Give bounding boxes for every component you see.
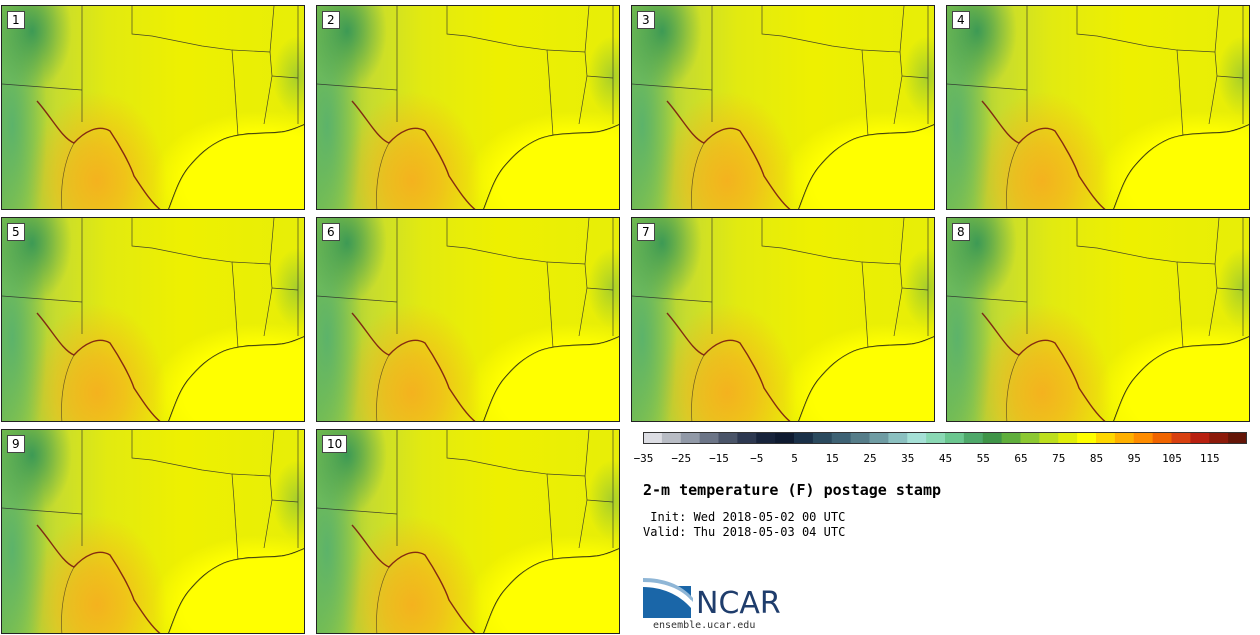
ncar-logo-icon [643, 578, 693, 618]
colorbar-swatch [1152, 432, 1173, 444]
colorbar-swatch [1171, 432, 1191, 444]
temperature-map [632, 6, 934, 209]
colorbar-swatch [680, 432, 701, 444]
ncar-logo-text: NCAR [696, 586, 781, 621]
ensemble-url: ensemble.ucar.edu [653, 620, 756, 631]
colorbar-swatch [831, 432, 852, 444]
map-panel: 8 [946, 217, 1250, 422]
colorbar-swatch [1209, 432, 1229, 444]
map-panel: 4 [946, 5, 1250, 210]
map-panel: 1 [1, 5, 305, 210]
colorbar-swatch [699, 432, 720, 444]
colorbar-tick: 5 [791, 452, 798, 465]
map-panel: 7 [631, 217, 935, 422]
colorbar-swatch [850, 432, 871, 444]
temperature-map [2, 430, 304, 633]
colorbar-swatch [907, 432, 927, 444]
colorbar-swatch [888, 432, 908, 444]
colorbar-swatch [945, 432, 965, 444]
colorbar-swatch [756, 432, 776, 444]
colorbar-tick: −35 [633, 452, 654, 465]
colorbar-tick: 85 [1089, 452, 1104, 465]
colorbar-tick: −15 [709, 452, 729, 465]
colorbar-swatch [1133, 432, 1154, 444]
temperature-map [947, 6, 1249, 209]
temperature-map [317, 218, 619, 421]
colorbar-tick: −25 [671, 452, 692, 465]
colorbar-tick: 75 [1052, 452, 1066, 465]
colorbar-swatch [1020, 432, 1040, 444]
colorbar-swatch [1058, 432, 1078, 444]
colorbar-swatch [1077, 432, 1097, 444]
temperature-map [317, 6, 619, 209]
colorbar-swatch [1001, 432, 1022, 444]
member-label: 4 [952, 11, 970, 29]
member-label: 10 [322, 435, 348, 453]
colorbar-swatch [982, 432, 1003, 444]
member-label: 1 [7, 11, 25, 29]
colorbar-tick: 55 [976, 452, 990, 465]
temperature-map [947, 218, 1249, 421]
colorbar-swatch [869, 432, 889, 444]
temperature-map [632, 218, 934, 421]
colorbar-swatch [737, 432, 757, 444]
map-panel: 6 [316, 217, 620, 422]
colorbar-swatch [926, 432, 946, 444]
map-panel: 5 [1, 217, 305, 422]
colorbar-swatch [794, 432, 814, 444]
colorbar-tick: 95 [1127, 452, 1141, 465]
temperature-colorbar [643, 432, 1247, 444]
member-label: 7 [637, 223, 655, 241]
colorbar-tick: 15 [825, 452, 839, 465]
member-label: 8 [952, 223, 970, 241]
map-panel: 3 [631, 5, 935, 210]
member-label: 3 [637, 11, 655, 29]
temperature-map [2, 218, 304, 421]
map-panel: 9 [1, 429, 305, 634]
colorbar-tick: 105 [1162, 452, 1182, 465]
init-time: Init: Wed 2018-05-02 00 UTC [643, 510, 846, 524]
colorbar-swatch [1096, 432, 1116, 444]
colorbar-swatch [963, 432, 984, 444]
chart-title: 2-m temperature (F) postage stamp [643, 481, 942, 499]
temperature-map [317, 430, 619, 633]
temperature-map [2, 6, 304, 209]
colorbar-swatch [1190, 432, 1210, 444]
member-label: 6 [322, 223, 340, 241]
colorbar-swatch [718, 432, 738, 444]
colorbar-tick: 65 [1014, 452, 1028, 465]
colorbar-swatch [775, 432, 795, 444]
map-panel: 2 [316, 5, 620, 210]
colorbar-border [643, 432, 1247, 444]
member-label: 9 [7, 435, 25, 453]
member-label: 5 [7, 223, 25, 241]
colorbar-swatch [661, 432, 682, 444]
member-label: 2 [322, 11, 340, 29]
colorbar-tick: 35 [901, 452, 915, 465]
colorbar-tick: 25 [863, 452, 877, 465]
colorbar-swatch [1039, 432, 1059, 444]
map-panel: 10 [316, 429, 620, 634]
colorbar-tick: 115 [1199, 452, 1220, 465]
colorbar-tick: −5 [750, 452, 764, 465]
colorbar-swatch [1228, 432, 1247, 444]
colorbar-swatch [643, 432, 663, 444]
valid-time: Valid: Thu 2018-05-03 04 UTC [643, 525, 846, 539]
colorbar-swatch [812, 432, 833, 444]
colorbar-swatch [1114, 432, 1135, 444]
colorbar-tick: 45 [938, 452, 953, 465]
